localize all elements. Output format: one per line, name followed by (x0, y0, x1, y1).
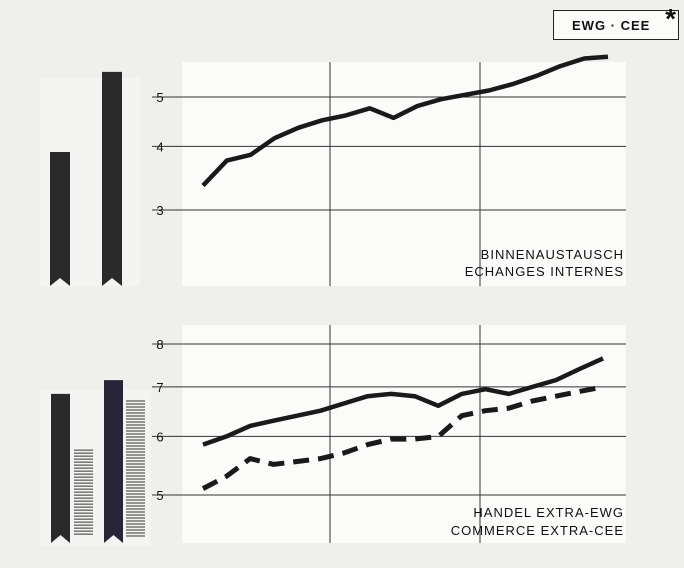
horizontal-gridlines (152, 343, 626, 496)
y-tick-label: 4 (156, 139, 163, 154)
side-bars (51, 380, 145, 543)
side-bars (50, 71, 122, 286)
chart-subtitle: COMMERCE EXTRA-CEE (451, 523, 624, 538)
y-tick-label: 5 (156, 488, 163, 503)
chart-binnenaustausch: 5 4 3 BINNENAUSTAUSCH ECHANGES INTERNES (40, 54, 626, 286)
asterisk-icon: * (665, 3, 676, 34)
chart-title: HANDEL EXTRA-EWG (473, 505, 624, 520)
series-line (201, 54, 609, 188)
plot-background (182, 62, 626, 286)
y-tick-label: 5 (156, 90, 163, 105)
badge-label: EWG · CEE (572, 18, 651, 33)
y-tick-label: 8 (156, 337, 163, 352)
y-axis-tick-labels: 8 7 6 5 (156, 337, 163, 503)
side-bar-solid (50, 151, 70, 286)
y-tick-label: 3 (156, 203, 163, 218)
series-line-dashed (201, 384, 604, 491)
side-bar-solid (104, 380, 123, 543)
chart-subtitle: ECHANGES INTERNES (465, 264, 624, 279)
y-tick-label: 7 (156, 380, 163, 395)
ewg-cee-badge: EWG · CEE * (553, 5, 679, 40)
horizontal-gridlines (152, 96, 626, 211)
y-tick-label: 6 (156, 429, 163, 444)
chart-title: BINNENAUSTAUSCH (481, 247, 624, 262)
y-axis-tick-labels: 5 4 3 (156, 90, 163, 218)
chart-handel-extra-ewg: 8 7 6 5 HANDEL EXTRA-EWG COMMERCE EXTRA-CEE (40, 325, 626, 546)
plot-background (182, 325, 626, 543)
side-bar-solid (51, 393, 70, 543)
side-bar-hatched (126, 400, 145, 537)
side-bar-solid (102, 71, 122, 286)
side-bar-hatched (74, 449, 93, 535)
series-line-solid (202, 356, 604, 447)
